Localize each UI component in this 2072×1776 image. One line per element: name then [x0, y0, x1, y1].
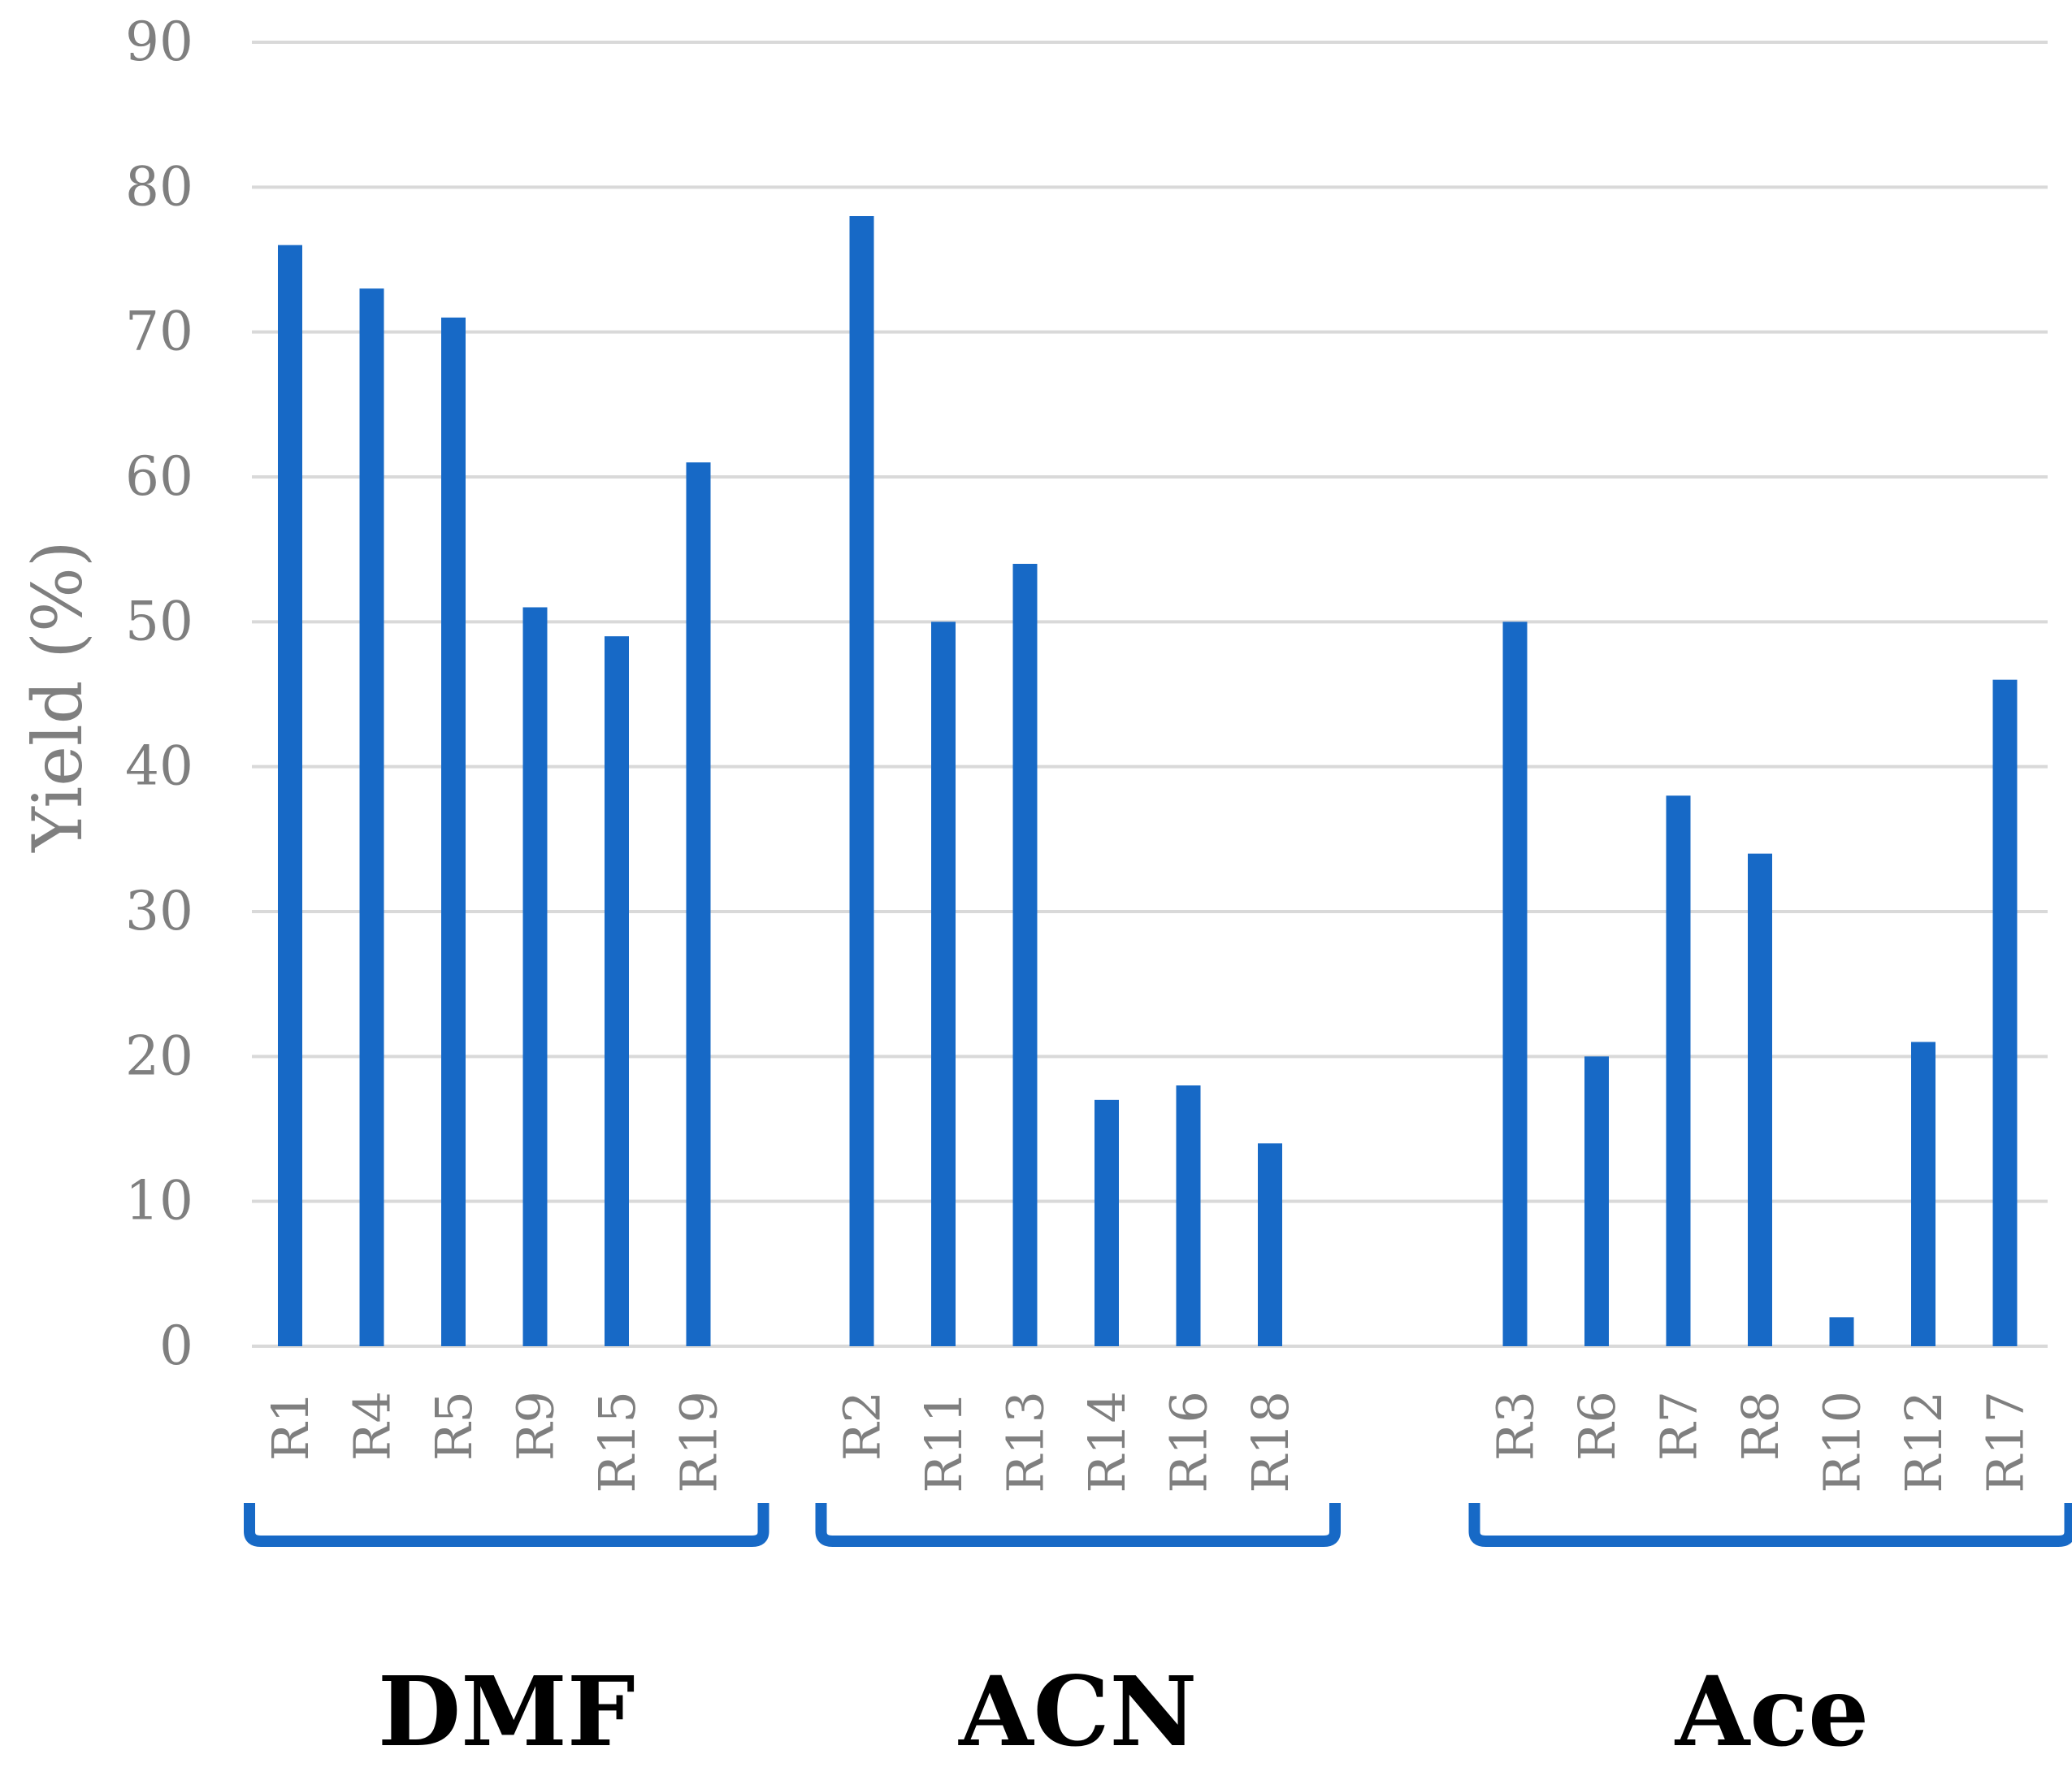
- category-label: R6: [1567, 1391, 1627, 1461]
- group-brackets: [244, 1503, 2072, 1547]
- y-tick-label: 20: [125, 1024, 193, 1087]
- y-tick-label: 40: [125, 735, 193, 798]
- category-label: R16: [1160, 1391, 1219, 1493]
- category-label: R4: [343, 1391, 402, 1461]
- y-tick-label: 80: [125, 155, 193, 218]
- category-label: R11: [914, 1391, 973, 1493]
- category-label: R15: [587, 1391, 647, 1493]
- category-label: R9: [506, 1391, 566, 1461]
- category-labels: R1 R4 R5 R9 R15 R19 R2 R11 R13 R14 R16 R18 R3 R6 R7 R8 R…: [261, 1391, 2035, 1493]
- category-label: R5: [424, 1391, 483, 1461]
- gridlines: [252, 41, 2048, 1348]
- y-tick-label: 30: [125, 880, 193, 942]
- y-tick-label: 70: [125, 301, 193, 363]
- y-axis-title: Yield (%): [18, 540, 98, 852]
- bar-r2: [849, 216, 874, 1346]
- category-label: R3: [1486, 1391, 1545, 1461]
- category-label: R7: [1649, 1391, 1709, 1461]
- category-label: R10: [1813, 1391, 1872, 1493]
- bar-r18: [1258, 1143, 1282, 1346]
- bar-r10: [1829, 1317, 1854, 1346]
- bar-r3: [1502, 622, 1528, 1346]
- y-tick-label: 50: [125, 590, 193, 652]
- group-bracket: [244, 1503, 769, 1547]
- bar-r13: [1012, 564, 1038, 1346]
- category-label: R18: [1241, 1391, 1300, 1493]
- category-label: R17: [1976, 1391, 2035, 1493]
- bar-r8: [1748, 853, 1772, 1346]
- bar-r6: [1584, 1056, 1609, 1346]
- bar-r14: [1095, 1099, 1119, 1346]
- bar-r5: [441, 317, 466, 1346]
- group-bracket: [815, 1503, 1341, 1547]
- y-tick-label: 90: [125, 11, 193, 73]
- bar-r15: [605, 636, 629, 1346]
- category-label: R19: [670, 1391, 729, 1493]
- bar-r11: [931, 622, 956, 1346]
- group-label-dmf: DMF: [378, 1655, 635, 1768]
- bar-r17: [1992, 679, 2018, 1346]
- bar-r12: [1911, 1042, 1935, 1346]
- group-label-acn: ACN: [958, 1655, 1197, 1768]
- y-tick-label: 10: [125, 1170, 193, 1232]
- y-axis-ticks: 0 10 20 30 40 50 60 70 80 90: [125, 11, 193, 1377]
- bars: [278, 216, 2018, 1347]
- group-labels: DMF ACN Ace: [378, 1655, 1869, 1768]
- bar-r7: [1666, 795, 1691, 1346]
- bar-r4: [359, 288, 384, 1347]
- bar-r1: [278, 245, 302, 1347]
- bar-r16: [1176, 1085, 1201, 1346]
- category-label: R2: [833, 1391, 892, 1461]
- group-bracket: [1468, 1503, 2072, 1547]
- category-label: R13: [996, 1391, 1056, 1493]
- category-label: R12: [1894, 1391, 1953, 1493]
- bar-r9: [522, 607, 548, 1346]
- y-tick-label: 60: [125, 445, 193, 508]
- category-label: R14: [1077, 1391, 1137, 1493]
- category-label: R1: [261, 1391, 320, 1461]
- y-tick-label: 0: [159, 1315, 193, 1377]
- group-label-ace: Ace: [1675, 1655, 1869, 1768]
- category-label: R8: [1731, 1391, 1790, 1461]
- bar-r19: [686, 462, 711, 1346]
